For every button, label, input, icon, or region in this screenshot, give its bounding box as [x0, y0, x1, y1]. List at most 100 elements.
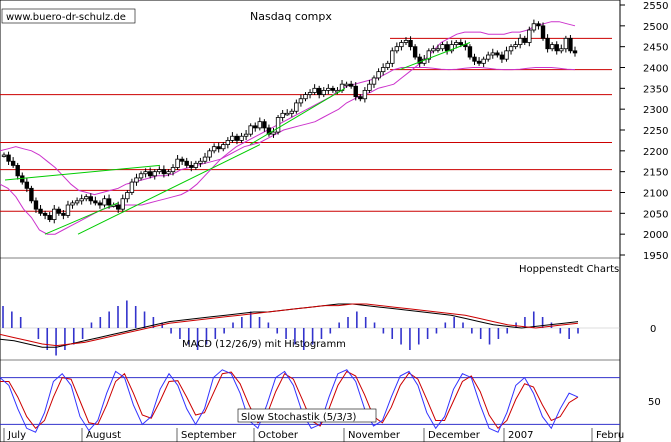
candle-body: [147, 171, 153, 177]
candle-body: [202, 156, 208, 162]
y-tick-label-2250: 2250: [643, 126, 668, 137]
candle-body: [495, 52, 500, 56]
x-tick-label-3: October: [258, 430, 299, 441]
candle-body: [307, 92, 313, 95]
candle-body: [435, 48, 441, 51]
macd-histogram-bar: [249, 311, 252, 328]
macd-histogram-bar: [532, 311, 535, 328]
macd-histogram-bar: [550, 322, 553, 328]
candle-body: [243, 133, 249, 137]
candle-body: [504, 50, 509, 60]
macd-histogram-bar: [302, 328, 305, 350]
macd-histogram-bar: [108, 311, 110, 328]
candle-body: [527, 29, 532, 43]
macd-histogram-bar: [187, 328, 190, 345]
x-tick-label-4: November: [348, 430, 401, 441]
candle-body: [166, 171, 171, 175]
source-label: Hoppenstedt Charts: [519, 264, 619, 275]
candle-body: [29, 187, 34, 202]
candle-body: [271, 131, 276, 135]
trendline-0: [4, 164, 161, 181]
macd-histogram-bar: [444, 322, 447, 328]
macd-histogram-bar: [134, 306, 137, 328]
macd-histogram-bar: [205, 328, 208, 345]
candle-body: [47, 215, 52, 220]
macd-histogram-bar: [373, 322, 376, 328]
candle-body: [65, 204, 71, 216]
macd-histogram-bar: [152, 317, 155, 328]
website-label: www.buero-dr-schulz.de: [6, 12, 126, 23]
macd-histogram-bar: [294, 328, 296, 345]
candle-body: [184, 160, 189, 166]
candle-body: [221, 144, 226, 150]
macd-histogram-bar: [37, 328, 40, 339]
candle-body: [193, 162, 199, 168]
macd-histogram-bar: [329, 328, 332, 334]
macd-histogram-bar: [524, 317, 526, 328]
macd-histogram-bar: [99, 317, 102, 328]
y-tick-label-2350: 2350: [643, 84, 668, 95]
candle-body: [572, 50, 578, 54]
candle-body: [134, 177, 139, 183]
macd-zero-label: 0: [650, 324, 656, 335]
candle-body: [161, 169, 167, 175]
x-tick-label-2: September: [181, 430, 237, 441]
macd-histogram-bar: [409, 328, 411, 350]
macd-histogram-bar: [568, 328, 570, 339]
y-tick-label-2400: 2400: [643, 64, 668, 75]
price-panel: [0, 19, 612, 235]
candle-body: [321, 90, 326, 95]
macd-histogram-bar: [400, 328, 402, 345]
candle-body: [116, 204, 121, 210]
candle-body: [24, 181, 30, 189]
candle-body: [316, 87, 322, 95]
macd-histogram-bar: [72, 328, 75, 345]
candle-body: [549, 44, 555, 50]
macd-histogram-bar: [435, 328, 438, 334]
candle-body: [93, 200, 98, 204]
candle-body: [143, 171, 148, 175]
candle-body: [234, 135, 240, 141]
macd-histogram-bar: [382, 328, 385, 334]
y-tick-label-2000: 2000: [643, 230, 668, 241]
candle-body: [472, 56, 477, 62]
candle-body: [449, 44, 454, 52]
candle-body: [467, 46, 473, 58]
candle-body: [84, 196, 89, 200]
macd-histogram-bar: [417, 328, 420, 345]
y-tick-label-2500: 2500: [643, 22, 668, 33]
candle-body: [554, 44, 559, 52]
candle-body: [280, 112, 285, 118]
candle-body: [417, 56, 422, 64]
candle-body: [563, 37, 569, 50]
y-tick-label-2200: 2200: [643, 147, 668, 158]
candle-body: [454, 42, 459, 45]
macd-histogram-bar: [364, 317, 367, 328]
macd-histogram-bar: [347, 317, 349, 328]
macd-histogram-bar: [453, 317, 455, 328]
candle-body: [189, 165, 194, 168]
macd-histogram-bar: [214, 328, 217, 339]
macd-panel: [0, 300, 620, 356]
candle-body: [376, 71, 381, 79]
bollinger-lower: [0, 67, 576, 235]
candle-body: [198, 160, 203, 164]
candle-body: [353, 85, 358, 98]
candle-body: [248, 125, 253, 135]
y-tick-label-2100: 2100: [643, 189, 668, 200]
stochastic-label-box: [237, 408, 377, 423]
candle-body: [481, 58, 486, 64]
stochastic-panel: [0, 369, 620, 433]
candle-body: [312, 87, 317, 93]
website-box: [1, 8, 136, 24]
macd-histogram-bar: [426, 328, 429, 339]
macd-histogram-bar: [143, 311, 146, 328]
candle-body: [371, 77, 377, 85]
candle-body: [74, 200, 80, 204]
stoch-tick-label: 50: [648, 397, 661, 408]
candle-body: [275, 117, 281, 133]
candle-body: [10, 160, 16, 166]
y-tick-label-2050: 2050: [643, 209, 668, 220]
candle-body: [6, 154, 11, 162]
